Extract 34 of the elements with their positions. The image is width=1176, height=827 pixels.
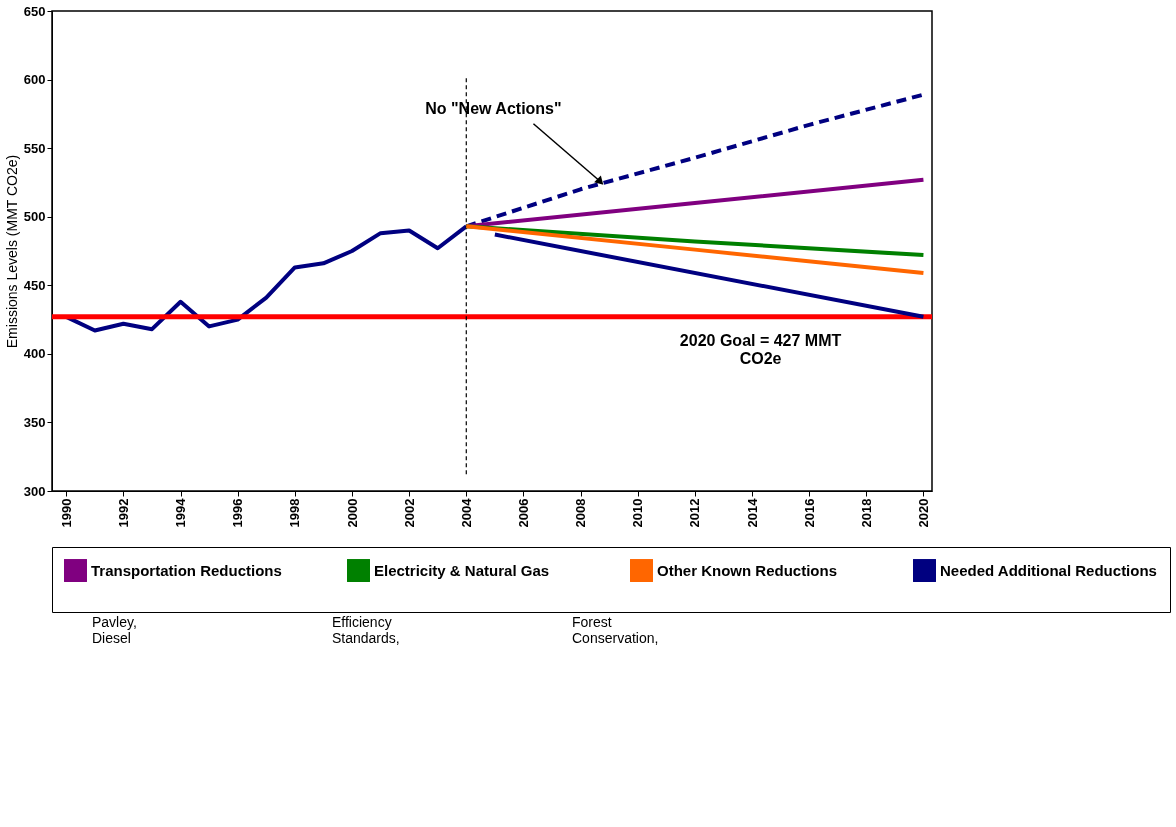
x-tick-label: 2016 <box>801 498 817 528</box>
x-tick-label: 1998 <box>287 498 303 528</box>
x-tick-label: 2010 <box>630 498 646 528</box>
legend-label: Electricity & Natural Gas <box>374 561 550 579</box>
x-tick-label: 2006 <box>515 498 531 528</box>
annotation: No "New Actions" <box>425 99 562 117</box>
ref-line-label: 2020 Goal = 427 MMT CO2e <box>679 331 842 367</box>
y-tick-label: 550 <box>23 140 46 156</box>
legend-label: Transportation Reductions <box>91 561 282 579</box>
x-tick-label: 1990 <box>58 498 74 528</box>
x-tick-label: 2014 <box>744 497 760 528</box>
text: Efficiency Standards, <box>332 614 400 646</box>
y-axis-title: Emissions Levels (MMT CO2e) <box>3 154 20 349</box>
y-tick-label: 300 <box>23 483 46 499</box>
y-tick-label: 500 <box>23 209 46 225</box>
x-tick-label: 1994 <box>173 497 189 528</box>
x-tick-label: 1996 <box>230 498 246 528</box>
y-tick-label: 650 <box>23 3 46 19</box>
x-tick-label: 2012 <box>687 498 703 528</box>
x-tick-label: 2004 <box>458 497 474 528</box>
x-tick-label: 2008 <box>573 498 589 528</box>
y-tick-label: 400 <box>23 346 46 362</box>
x-tick-label: 2020 <box>915 498 931 528</box>
x-tick-label: 2018 <box>858 498 874 528</box>
text: Pavley, Diesel <box>92 614 137 646</box>
x-tick-label: 1992 <box>115 498 131 528</box>
y-tick-label: 450 <box>23 277 46 293</box>
text: Forest Conservation, <box>572 614 659 646</box>
y-tick-label: 600 <box>23 72 46 88</box>
legend-label: Needed Additional Reductions <box>940 561 1157 579</box>
x-tick-label: 2000 <box>344 498 360 528</box>
y-tick-label: 350 <box>23 414 46 430</box>
legend-label: Other Known Reductions <box>657 561 837 579</box>
x-tick-label: 2002 <box>401 498 417 528</box>
